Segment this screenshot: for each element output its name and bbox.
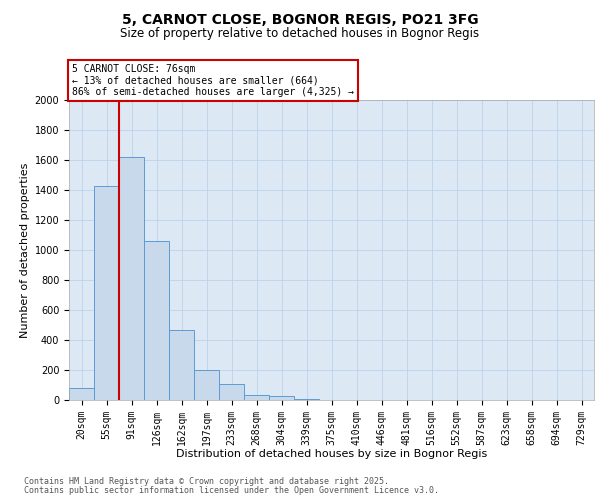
- Bar: [94, 186, 119, 400]
- Text: 5 CARNOT CLOSE: 76sqm
← 13% of detached houses are smaller (664)
86% of semi-det: 5 CARNOT CLOSE: 76sqm ← 13% of detached …: [71, 64, 353, 97]
- Text: Size of property relative to detached houses in Bognor Regis: Size of property relative to detached ho…: [121, 28, 479, 40]
- Y-axis label: Number of detached properties: Number of detached properties: [20, 162, 31, 338]
- Bar: [119, 157, 144, 400]
- Text: Contains HM Land Registry data © Crown copyright and database right 2025.: Contains HM Land Registry data © Crown c…: [24, 477, 389, 486]
- Bar: [69, 388, 94, 400]
- Bar: [169, 330, 194, 400]
- X-axis label: Distribution of detached houses by size in Bognor Regis: Distribution of detached houses by size …: [176, 449, 487, 459]
- Bar: [144, 241, 169, 400]
- Bar: [219, 384, 244, 400]
- Bar: [294, 399, 319, 400]
- Bar: [194, 370, 219, 400]
- Text: Contains public sector information licensed under the Open Government Licence v3: Contains public sector information licen…: [24, 486, 439, 495]
- Bar: [244, 395, 269, 400]
- Text: 5, CARNOT CLOSE, BOGNOR REGIS, PO21 3FG: 5, CARNOT CLOSE, BOGNOR REGIS, PO21 3FG: [122, 12, 478, 26]
- Bar: [269, 396, 294, 400]
